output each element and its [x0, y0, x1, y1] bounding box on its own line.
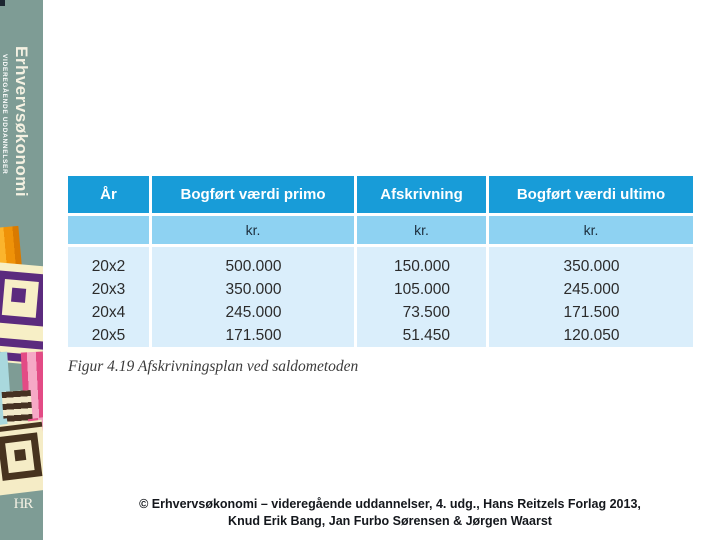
table-cell: 105.000	[393, 281, 450, 298]
data-column-ultimo: 350.000 245.000 171.500 120.050	[489, 247, 693, 347]
copyright-line-1: © Erhvervsøkonomi – videregående uddanne…	[139, 497, 641, 511]
corner-mark	[0, 0, 5, 6]
copyright-footer: © Erhvervsøkonomi – videregående uddanne…	[60, 496, 720, 530]
table-cell: 73.500	[402, 304, 450, 321]
data-column-primo: 500.000 350.000 245.000 171.500	[152, 247, 354, 347]
table-cell: 51.450	[402, 327, 450, 344]
header-cell-afskrivning: Afskrivning	[357, 176, 486, 213]
cover-art-brown-spiral	[0, 419, 43, 497]
table-cell: 500.000	[225, 258, 282, 275]
table-cell: 171.500	[563, 304, 620, 321]
book-cover-sidebar: Erhvervsøkonomi VIDEREGÅENDE UDDANNELSER…	[0, 0, 43, 540]
unit-cell-afskrivning: kr.	[357, 216, 486, 244]
table-cell: 20x3	[91, 281, 126, 298]
table-cell: 150.000	[393, 258, 450, 275]
table-cell: 245.000	[225, 304, 282, 321]
table-cell: 245.000	[563, 281, 620, 298]
header-cell-ultimo: Bogført værdi ultimo	[489, 176, 693, 213]
data-column-afskrivning: 150.000 105.000 73.500 51.450	[357, 247, 486, 347]
cover-art-purple-spiral	[0, 261, 43, 366]
depreciation-table: År Bogført værdi primo Afskrivning Bogfø…	[68, 176, 693, 347]
copyright-line-2: Knud Erik Bang, Jan Furbo Sørensen & Jør…	[228, 514, 552, 528]
table-cell: 350.000	[225, 281, 282, 298]
brand-title: Erhvervsøkonomi	[12, 46, 31, 198]
figure-caption: Figur 4.19 Afskrivningsplan ved saldomet…	[68, 358, 359, 375]
table-cell: 350.000	[563, 258, 620, 275]
header-cell-primo: Bogført værdi primo	[152, 176, 354, 213]
brand-subtitle: VIDEREGÅENDE UDDANNELSER	[1, 54, 8, 175]
cover-art-brown-center	[14, 448, 27, 462]
table-cell: 20x5	[91, 327, 126, 344]
unit-cell-year	[68, 216, 149, 244]
header-cell-year: År	[68, 176, 149, 213]
table-cell: 120.050	[563, 327, 620, 344]
unit-cell-ultimo: kr.	[489, 216, 693, 244]
cover-art-purple-center	[11, 287, 27, 303]
table-cell: 20x2	[91, 258, 126, 275]
publisher-monogram: HR	[13, 496, 34, 512]
table-cell: 171.500	[225, 327, 282, 344]
cover-art-purple-bar	[0, 336, 43, 350]
unit-cell-primo: kr.	[152, 216, 354, 244]
data-column-year: 20x2 20x3 20x4 20x5	[68, 247, 149, 347]
table-cell: 20x4	[91, 304, 126, 321]
